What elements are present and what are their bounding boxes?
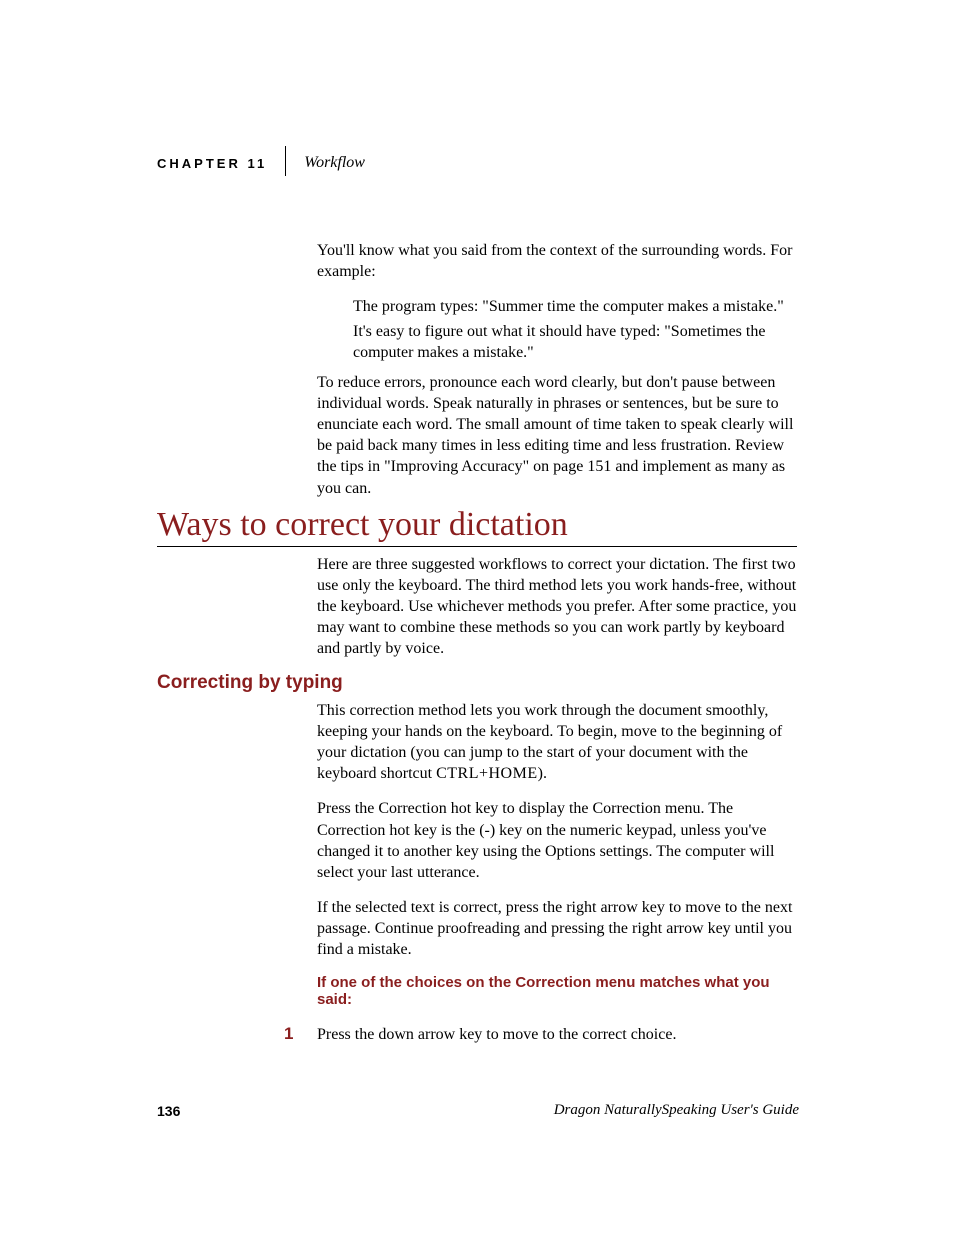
section-intro-paragraph: Here are three suggested workflows to co… (317, 554, 797, 660)
section-intro-block: Here are three suggested workflows to co… (317, 554, 797, 674)
page-footer: 136 Dragon NaturallySpeaking User's Guid… (157, 1102, 799, 1119)
header-divider (285, 146, 286, 176)
keyboard-shortcut: CTRL+HOME (436, 765, 538, 782)
intro-block: You'll know what you said from the conte… (317, 240, 797, 368)
page-header: CHAPTER 11 Workflow (157, 148, 799, 178)
example-line-1: The program types: "Summer time the comp… (353, 296, 797, 317)
typing-paragraph-3: If the selected text is correct, press t… (317, 897, 797, 960)
example-block: The program types: "Summer time the comp… (353, 296, 797, 363)
typing-paragraph-2: Press the Correction hot key to display … (317, 798, 797, 882)
chapter-label: CHAPTER 11 (157, 156, 267, 171)
reduce-errors-block: To reduce errors, pronounce each word cl… (317, 372, 797, 513)
typing-p1-b: ). (538, 765, 547, 782)
section-title: Ways to correct your dictation (157, 506, 797, 547)
guide-title: Dragon NaturallySpeaking User's Guide (554, 1102, 799, 1119)
page-number: 136 (157, 1103, 180, 1119)
typing-paragraph-1: This correction method lets you work thr… (317, 700, 797, 784)
intro-paragraph: You'll know what you said from the conte… (317, 240, 797, 282)
step-1: 1 Press the down arrow key to move to th… (317, 1024, 797, 1045)
typing-block: This correction method lets you work thr… (317, 700, 797, 1059)
step-number: 1 (284, 1024, 293, 1044)
typing-p1-a: This correction method lets you work thr… (317, 702, 782, 782)
correction-match-heading: If one of the choices on the Correction … (317, 974, 797, 1008)
page: CHAPTER 11 Workflow You'll know what you… (0, 0, 954, 1235)
workflow-label: Workflow (304, 154, 365, 172)
example-line-2: It's easy to figure out what it should h… (353, 321, 797, 363)
step-1-text: Press the down arrow key to move to the … (317, 1024, 797, 1045)
reduce-errors-paragraph: To reduce errors, pronounce each word cl… (317, 372, 797, 499)
subsection-title: Correcting by typing (157, 672, 343, 694)
